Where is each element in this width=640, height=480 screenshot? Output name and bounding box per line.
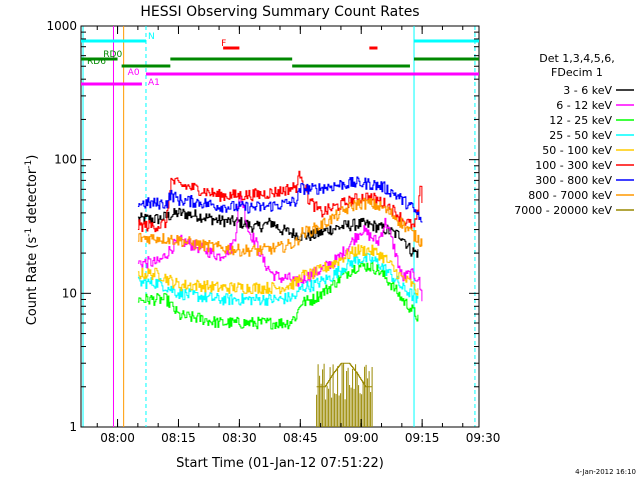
x-tick-label: 09:30 <box>466 431 501 445</box>
legend-label: 25 - 50 keV <box>549 129 612 142</box>
x-tick-label: 08:15 <box>161 431 196 445</box>
series-line <box>316 362 373 427</box>
y-tick-label: 10 <box>62 286 77 300</box>
x-tick-label: 08:00 <box>100 431 135 445</box>
plot-area <box>80 25 480 428</box>
legend-label: 6 - 12 keV <box>556 99 612 112</box>
flag-label: RD0 <box>103 50 122 60</box>
legend-label: 7000 - 20000 keV <box>514 204 612 217</box>
y-tick-label: 100 <box>54 153 77 167</box>
series-layer <box>137 170 423 427</box>
flag-label: A0 <box>128 68 140 78</box>
series-line <box>137 207 419 258</box>
x-tick-label: 08:30 <box>222 431 257 445</box>
footer-timestamp: 4-Jan-2012 16:10 <box>575 468 636 476</box>
legend-header: FDecim 1 <box>551 66 603 79</box>
y-label-exponent: -1 <box>24 160 34 169</box>
legend-label: 12 - 25 keV <box>549 114 612 127</box>
y-label-part: detector <box>25 168 40 228</box>
legend: 3 - 6 keV 6 - 12 keV 12 - 25 keV 25 - 50 ke… <box>514 84 634 217</box>
y-label-exponent: -1 <box>24 228 34 237</box>
chart-title: HESSI Observing Summary Count Rates <box>140 4 419 20</box>
y-tick-label: 1000 <box>46 19 77 33</box>
series-line <box>137 197 423 257</box>
x-tick-label: 09:15 <box>405 431 440 445</box>
series-line <box>137 244 419 296</box>
y-axis-label: Count Rate (s-1 detector-1) <box>24 155 40 326</box>
legend-header: Det 1,3,4,5,6, <box>539 52 615 65</box>
y-label-part: ) <box>25 155 40 160</box>
series-line <box>137 176 423 223</box>
series-line <box>137 253 419 306</box>
series-line <box>137 261 419 330</box>
legend-label: 100 - 300 keV <box>535 159 612 172</box>
flag-label: A1 <box>148 78 160 88</box>
x-axis-label: Start Time (01-Jan-12 07:51:22) <box>176 456 384 471</box>
flag-label: RD6 <box>87 57 106 67</box>
x-tick-label: 09:00 <box>344 431 379 445</box>
axes: 08:00 08:15 08:30 08:45 09:00 09:15 09:30 1 10 10… <box>46 19 500 445</box>
legend-label: 50 - 100 keV <box>542 144 612 157</box>
series-line <box>137 170 423 233</box>
series-line <box>137 193 423 302</box>
y-tick-label: 1 <box>69 420 77 434</box>
flag-label: F <box>221 39 226 49</box>
x-tick-label: 08:45 <box>283 431 318 445</box>
flag-label: N <box>148 32 155 42</box>
legend-label: 3 - 6 keV <box>563 84 612 97</box>
legend-label: 300 - 800 keV <box>535 174 612 187</box>
y-label-part: Count Rate (s <box>25 237 40 326</box>
legend-label: 800 - 7000 keV <box>528 189 612 202</box>
